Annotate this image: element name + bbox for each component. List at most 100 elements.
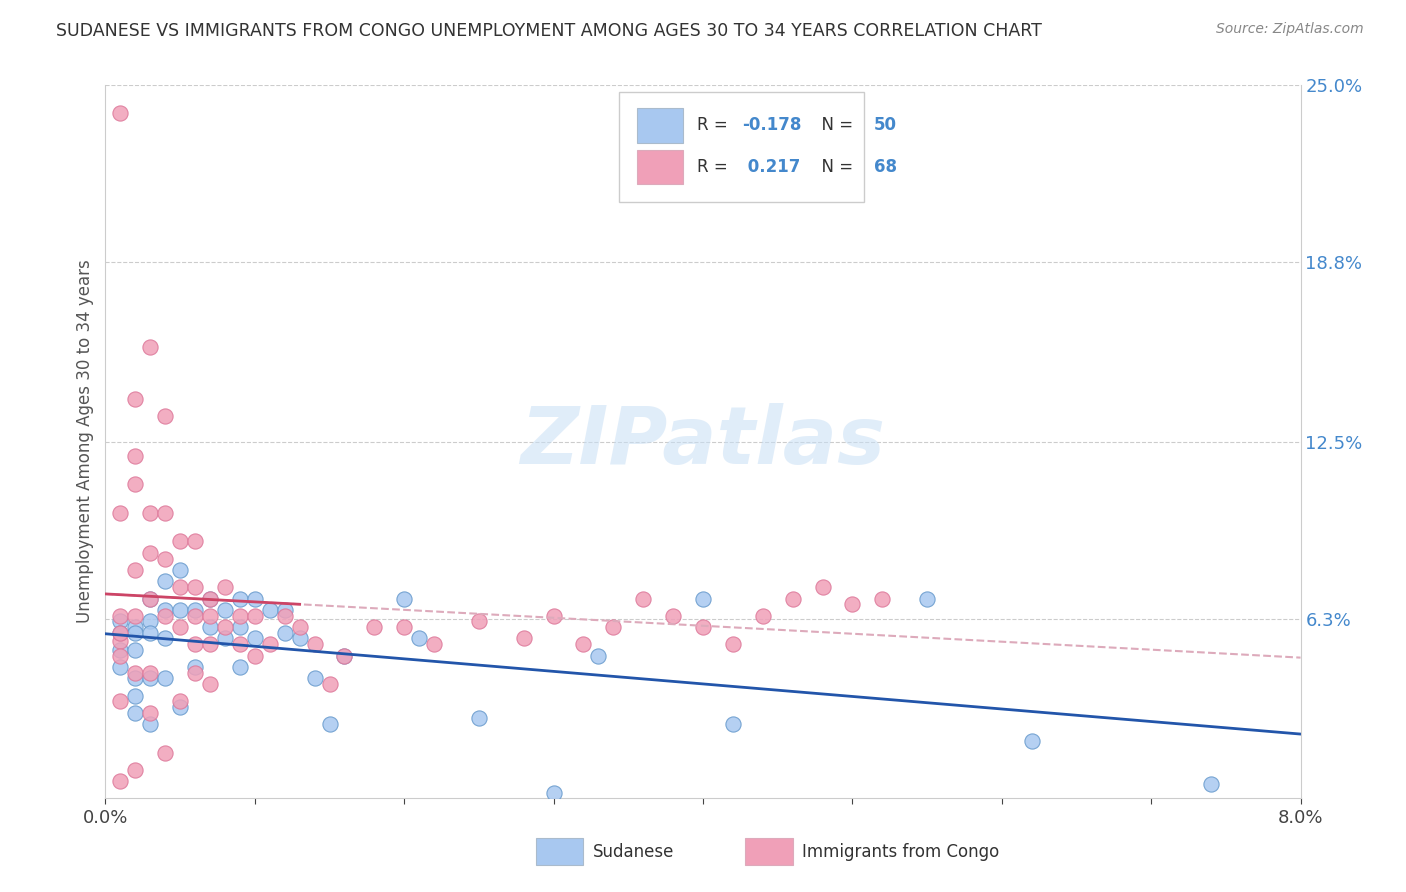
Bar	[637, 150, 683, 184]
Point	[184, 603, 207, 617]
Point	[169, 534, 191, 549]
Point	[392, 591, 416, 606]
Point	[124, 620, 146, 634]
Point	[782, 591, 804, 606]
Point	[124, 625, 146, 640]
Text: SUDANESE VS IMMIGRANTS FROM CONGO UNEMPLOYMENT AMONG AGES 30 TO 34 YEARS CORRELA: SUDANESE VS IMMIGRANTS FROM CONGO UNEMPL…	[56, 22, 1042, 40]
Point	[229, 660, 252, 674]
Point	[304, 637, 326, 651]
Point	[513, 632, 536, 646]
Point	[214, 603, 236, 617]
Point	[229, 608, 252, 623]
Point	[363, 620, 385, 634]
Point	[288, 632, 311, 646]
Point	[184, 665, 207, 680]
Point	[110, 615, 132, 629]
Point	[229, 591, 252, 606]
Point	[153, 608, 177, 623]
Point	[124, 672, 146, 686]
Point	[243, 632, 266, 646]
Point	[110, 625, 132, 640]
Point	[124, 563, 146, 577]
Point	[692, 591, 714, 606]
Point	[110, 608, 132, 623]
Point	[304, 672, 326, 686]
Point	[110, 643, 132, 657]
Point	[124, 392, 146, 406]
Point	[153, 506, 177, 520]
Point	[110, 660, 132, 674]
Point	[153, 746, 177, 760]
Point	[169, 620, 191, 634]
Point	[198, 591, 221, 606]
Point	[184, 608, 207, 623]
Point	[139, 717, 162, 731]
Point	[139, 506, 162, 520]
Bar	[637, 108, 683, 143]
Point	[333, 648, 356, 663]
Text: N =: N =	[810, 117, 858, 135]
Point	[124, 477, 146, 491]
Point	[243, 648, 266, 663]
Point	[915, 591, 938, 606]
Point	[139, 665, 162, 680]
Point	[198, 620, 221, 634]
Text: R =: R =	[697, 158, 733, 176]
Point	[259, 603, 281, 617]
Point	[153, 409, 177, 423]
Point	[423, 637, 446, 651]
Text: Sudanese: Sudanese	[593, 843, 675, 861]
Point	[184, 637, 207, 651]
Point	[1021, 734, 1043, 748]
Point	[543, 608, 565, 623]
Point	[124, 665, 146, 680]
Text: -0.178: -0.178	[742, 117, 801, 135]
Text: Source: ZipAtlas.com: Source: ZipAtlas.com	[1216, 22, 1364, 37]
Point	[468, 711, 491, 725]
Point	[110, 774, 132, 789]
Point	[468, 615, 491, 629]
Point	[139, 672, 162, 686]
Y-axis label: Unemployment Among Ages 30 to 34 years: Unemployment Among Ages 30 to 34 years	[76, 260, 94, 624]
Point	[214, 580, 236, 594]
FancyBboxPatch shape	[619, 92, 865, 202]
Point	[811, 580, 834, 594]
Point	[198, 637, 221, 651]
Point	[572, 637, 595, 651]
Point	[214, 632, 236, 646]
Text: 50: 50	[875, 117, 897, 135]
Point	[169, 694, 191, 708]
Point	[139, 340, 162, 354]
Point	[721, 717, 744, 731]
Point	[169, 700, 191, 714]
Text: R =: R =	[697, 117, 733, 135]
Point	[153, 603, 177, 617]
Point	[124, 763, 146, 777]
Point	[110, 648, 132, 663]
Point	[198, 677, 221, 691]
Point	[110, 506, 132, 520]
Point	[124, 643, 146, 657]
Point	[318, 717, 340, 731]
Point	[243, 608, 266, 623]
Point	[139, 591, 162, 606]
Point	[588, 648, 610, 663]
Point	[198, 608, 221, 623]
Point	[124, 706, 146, 720]
Point	[408, 632, 430, 646]
Point	[392, 620, 416, 634]
Text: ZIPatlas: ZIPatlas	[520, 402, 886, 481]
Point	[110, 106, 132, 120]
Point	[153, 672, 177, 686]
Point	[273, 608, 295, 623]
Bar	[536, 838, 583, 865]
Point	[153, 574, 177, 589]
Point	[110, 625, 132, 640]
Point	[229, 637, 252, 651]
Point	[288, 620, 311, 634]
Point	[229, 620, 252, 634]
Point	[124, 608, 146, 623]
Bar	[745, 838, 793, 865]
Point	[169, 563, 191, 577]
Point	[318, 677, 340, 691]
